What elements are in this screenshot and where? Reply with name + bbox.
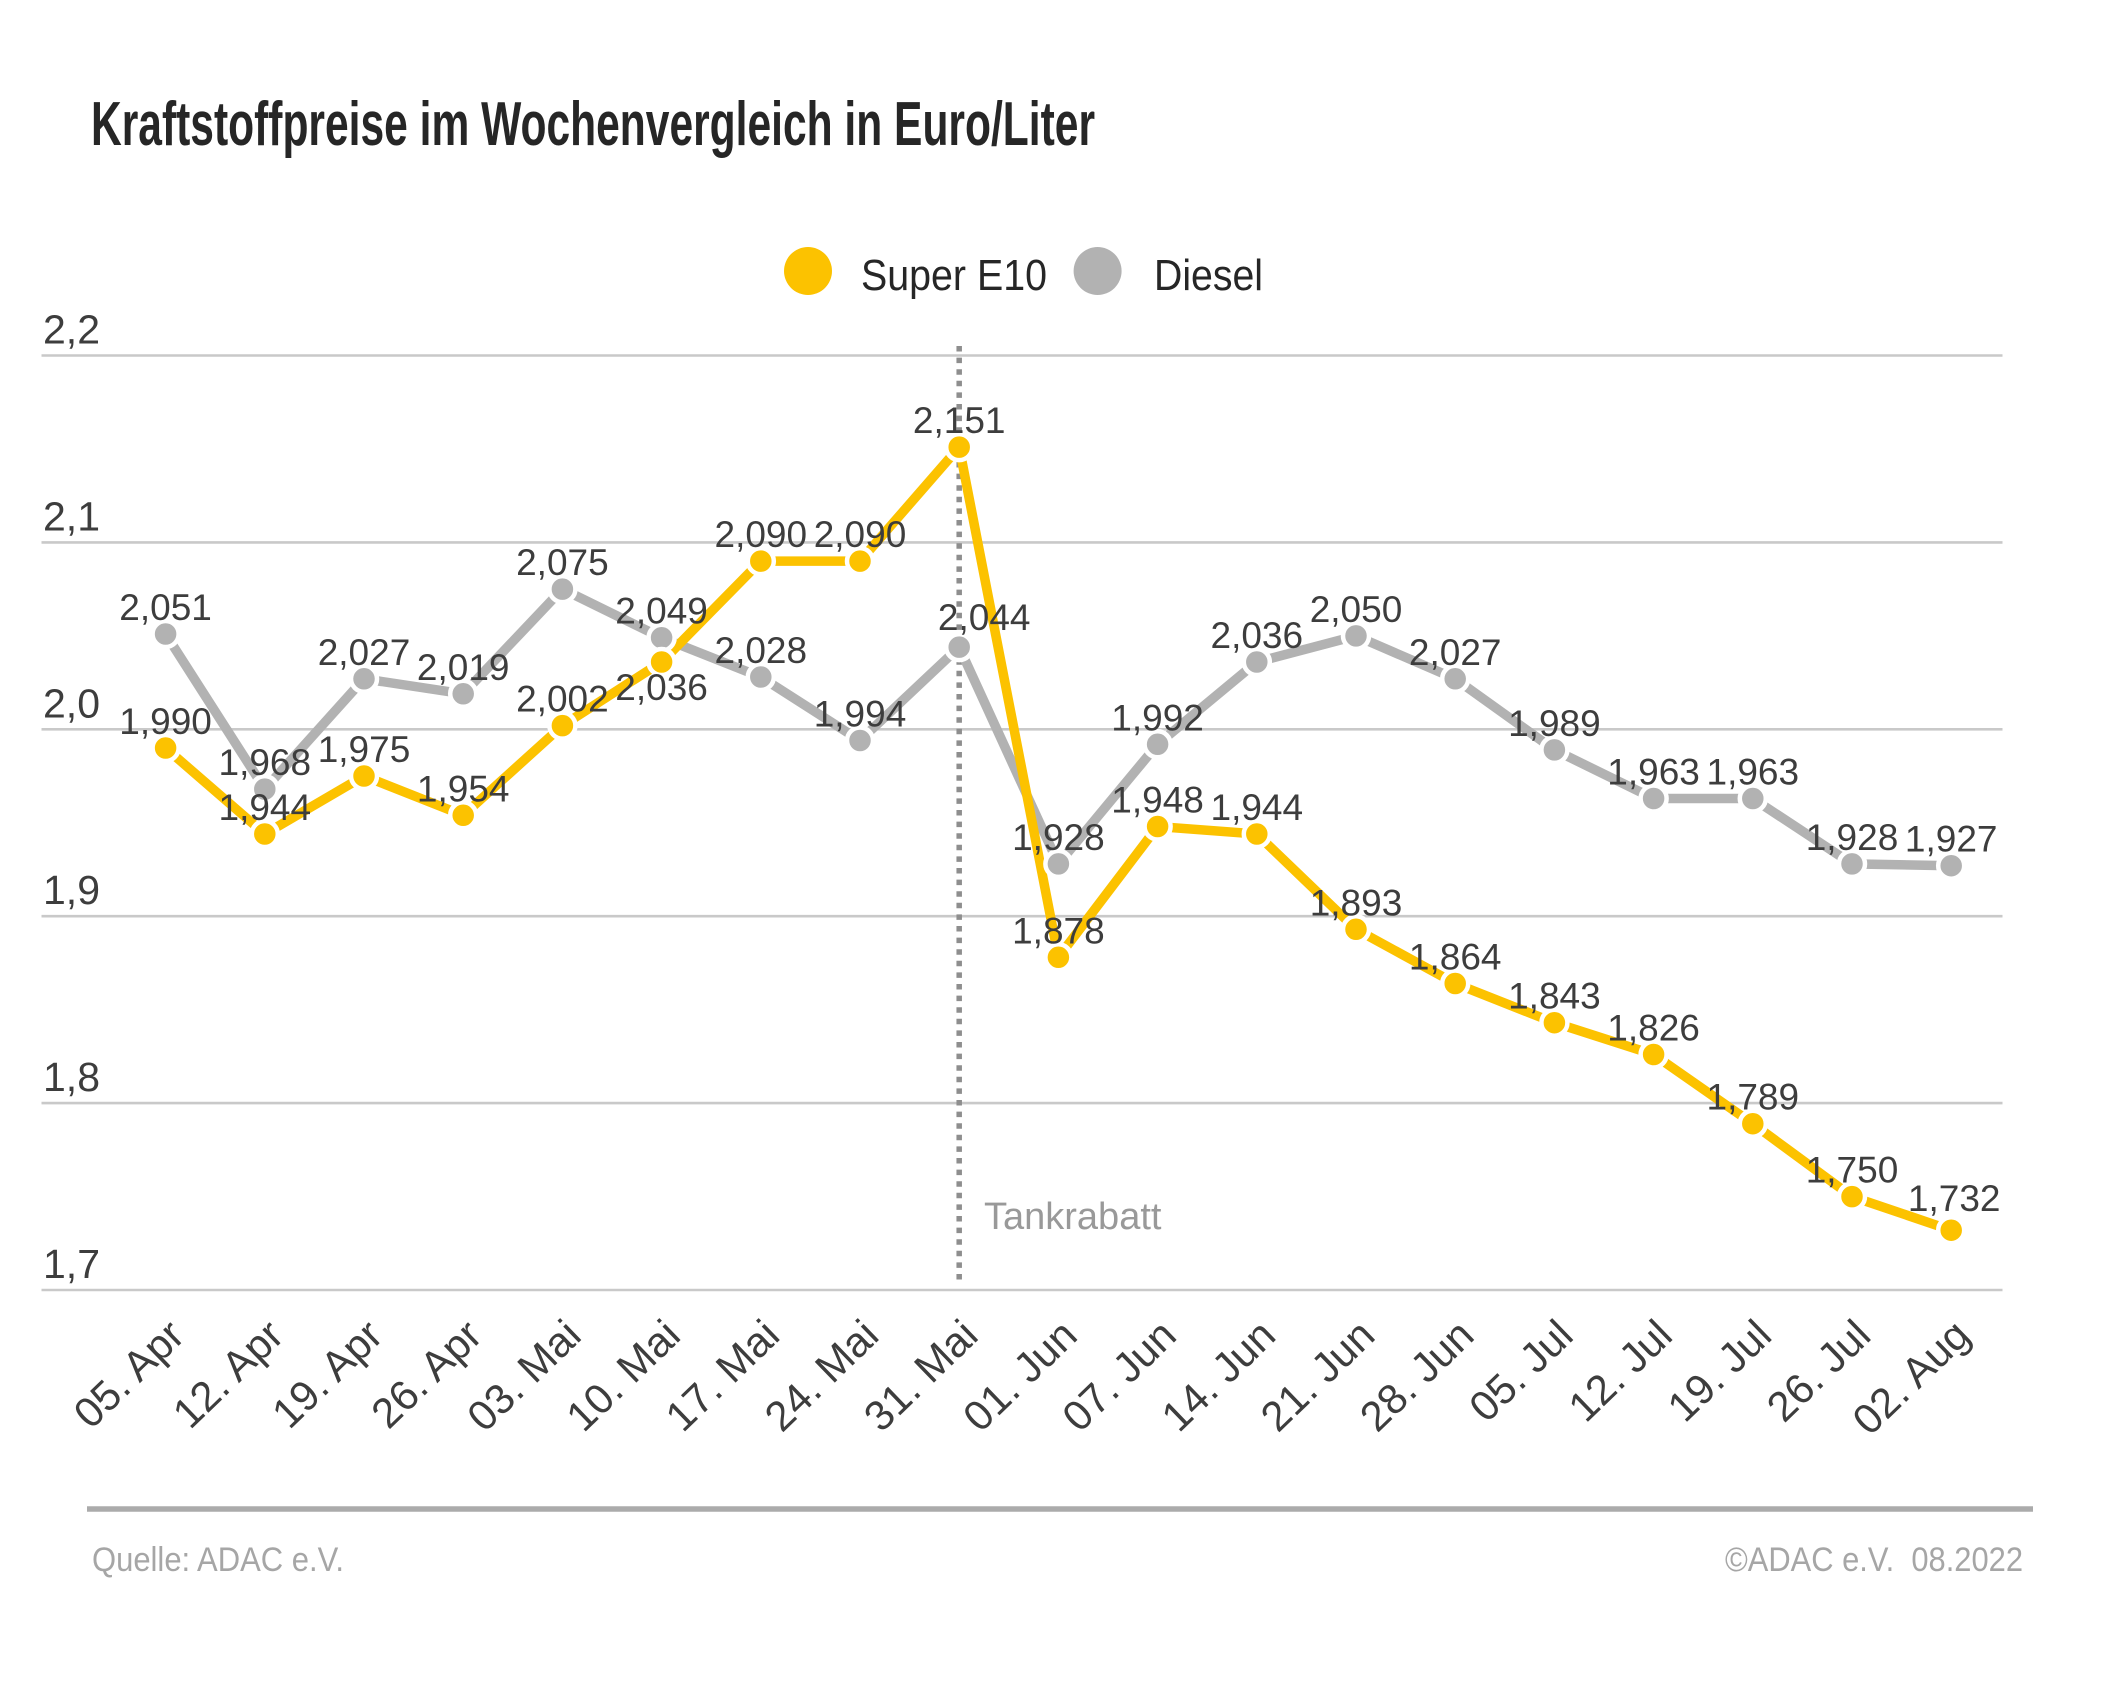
svg-text:2,049: 2,049 (615, 591, 708, 632)
svg-text:1,992: 1,992 (1111, 697, 1204, 738)
svg-text:1,963: 1,963 (1707, 752, 1800, 793)
svg-text:2,044: 2,044 (938, 597, 1031, 638)
svg-text:1,893: 1,893 (1310, 882, 1403, 923)
svg-text:Kraftstoffpreise im Wochenverg: Kraftstoffpreise im Wochenvergleich in E… (91, 90, 1095, 159)
svg-text:2,090: 2,090 (715, 514, 808, 555)
svg-text:2,151: 2,151 (913, 400, 1006, 441)
svg-text:2,1: 2,1 (43, 493, 100, 539)
svg-text:©ADAC e.V. 08.2022: ©ADAC e.V. 08.2022 (1725, 1541, 2023, 1579)
svg-text:2,028: 2,028 (715, 630, 808, 671)
svg-text:Tankrabatt: Tankrabatt (984, 1196, 1162, 1238)
svg-text:1,990: 1,990 (119, 701, 212, 742)
svg-text:1,944: 1,944 (1211, 787, 1304, 828)
svg-text:Super E10: Super E10 (861, 251, 1047, 300)
svg-text:2,050: 2,050 (1310, 589, 1403, 630)
svg-text:1,989: 1,989 (1508, 703, 1601, 744)
svg-text:1,927: 1,927 (1905, 819, 1998, 860)
svg-text:2,090: 2,090 (814, 514, 907, 555)
svg-text:1,963: 1,963 (1607, 752, 1700, 793)
svg-text:2,027: 2,027 (318, 632, 411, 673)
svg-text:2,051: 2,051 (119, 587, 212, 628)
svg-text:1,948: 1,948 (1111, 780, 1204, 821)
svg-text:2,0: 2,0 (43, 680, 100, 726)
svg-text:1,826: 1,826 (1607, 1008, 1700, 1049)
svg-text:2,036: 2,036 (1211, 615, 1304, 656)
svg-text:1,928: 1,928 (1012, 817, 1105, 858)
svg-text:Quelle: ADAC e.V.: Quelle: ADAC e.V. (92, 1541, 344, 1579)
svg-text:1,9: 1,9 (43, 867, 100, 913)
svg-text:2,019: 2,019 (417, 647, 510, 688)
svg-text:1,7: 1,7 (43, 1241, 100, 1287)
svg-text:2,036: 2,036 (615, 667, 708, 708)
svg-text:1,878: 1,878 (1012, 910, 1105, 951)
svg-text:1,750: 1,750 (1806, 1150, 1899, 1191)
svg-text:2,027: 2,027 (1409, 632, 1502, 673)
svg-text:1,732: 1,732 (1908, 1178, 2001, 1219)
svg-text:2,002: 2,002 (516, 679, 609, 720)
svg-text:1,994: 1,994 (814, 694, 907, 735)
svg-text:1,968: 1,968 (219, 742, 312, 783)
svg-text:2,2: 2,2 (43, 307, 100, 353)
svg-text:1,8: 1,8 (43, 1054, 100, 1100)
svg-text:1,975: 1,975 (318, 729, 411, 770)
svg-text:1,789: 1,789 (1707, 1077, 1800, 1118)
svg-text:Diesel: Diesel (1154, 251, 1263, 300)
svg-text:1,843: 1,843 (1508, 976, 1601, 1017)
svg-text:1,864: 1,864 (1409, 937, 1502, 978)
svg-text:1,928: 1,928 (1806, 817, 1899, 858)
svg-text:1,944: 1,944 (219, 787, 312, 828)
svg-text:1,954: 1,954 (417, 768, 510, 809)
svg-text:2,075: 2,075 (516, 542, 609, 583)
